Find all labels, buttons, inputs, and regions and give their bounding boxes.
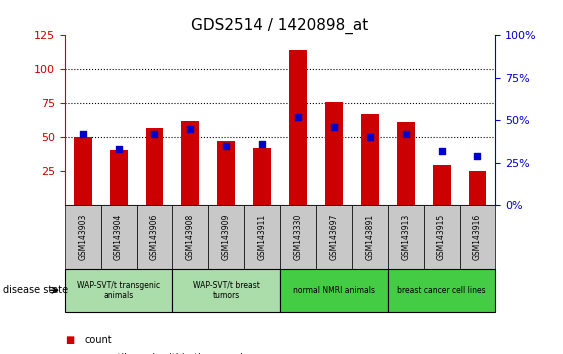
Text: GSM143330: GSM143330 — [293, 214, 302, 261]
Point — [401, 131, 410, 137]
Text: GSM143906: GSM143906 — [150, 214, 159, 261]
Text: GSM143904: GSM143904 — [114, 214, 123, 261]
Bar — [65, 205, 101, 269]
Bar — [316, 205, 352, 269]
Text: disease state: disease state — [3, 285, 68, 295]
Bar — [468, 171, 486, 205]
Bar — [110, 150, 128, 205]
Text: GSM143903: GSM143903 — [78, 214, 87, 261]
Text: GSM143915: GSM143915 — [437, 214, 446, 260]
Text: normal NMRI animals: normal NMRI animals — [293, 286, 375, 295]
Bar — [253, 148, 271, 205]
Text: WAP-SVT/t breast
tumors: WAP-SVT/t breast tumors — [193, 281, 260, 300]
Title: GDS2514 / 1420898_at: GDS2514 / 1420898_at — [191, 18, 369, 34]
Text: GSM143891: GSM143891 — [365, 214, 374, 260]
Bar — [145, 128, 163, 205]
Text: GSM143911: GSM143911 — [258, 214, 267, 260]
Bar — [397, 122, 415, 205]
Bar — [325, 102, 343, 205]
Point — [150, 131, 159, 137]
Bar — [65, 269, 172, 312]
Point — [114, 147, 123, 152]
Point — [258, 141, 267, 147]
Text: breast cancer cell lines: breast cancer cell lines — [397, 286, 486, 295]
Point — [365, 135, 374, 140]
Bar — [361, 114, 379, 205]
Bar — [388, 205, 424, 269]
Bar — [388, 269, 495, 312]
Point — [293, 114, 302, 120]
Point — [222, 143, 231, 149]
Text: GSM143909: GSM143909 — [222, 214, 231, 261]
Text: GSM143913: GSM143913 — [401, 214, 410, 260]
Text: GSM143916: GSM143916 — [473, 214, 482, 260]
Bar — [280, 269, 388, 312]
Text: ■: ■ — [65, 353, 74, 354]
Bar — [289, 50, 307, 205]
Text: ■: ■ — [65, 335, 74, 345]
Bar — [137, 205, 172, 269]
Point — [186, 126, 195, 132]
Point — [473, 153, 482, 159]
Point — [329, 124, 338, 130]
Bar — [424, 205, 459, 269]
Bar — [280, 205, 316, 269]
Bar — [217, 142, 235, 205]
Bar — [244, 205, 280, 269]
Text: WAP-SVT/t transgenic
animals: WAP-SVT/t transgenic animals — [77, 281, 160, 300]
Bar — [181, 121, 199, 205]
Text: GSM143697: GSM143697 — [329, 214, 338, 261]
Bar — [172, 269, 280, 312]
Point — [437, 148, 446, 154]
Bar — [208, 205, 244, 269]
Point — [78, 131, 87, 137]
Bar — [352, 205, 388, 269]
Bar — [101, 205, 137, 269]
Bar — [172, 205, 208, 269]
Bar — [74, 137, 92, 205]
Text: count: count — [84, 335, 112, 345]
Text: percentile rank within the sample: percentile rank within the sample — [84, 353, 249, 354]
Bar — [432, 165, 450, 205]
Bar — [459, 205, 495, 269]
Text: GSM143908: GSM143908 — [186, 214, 195, 260]
